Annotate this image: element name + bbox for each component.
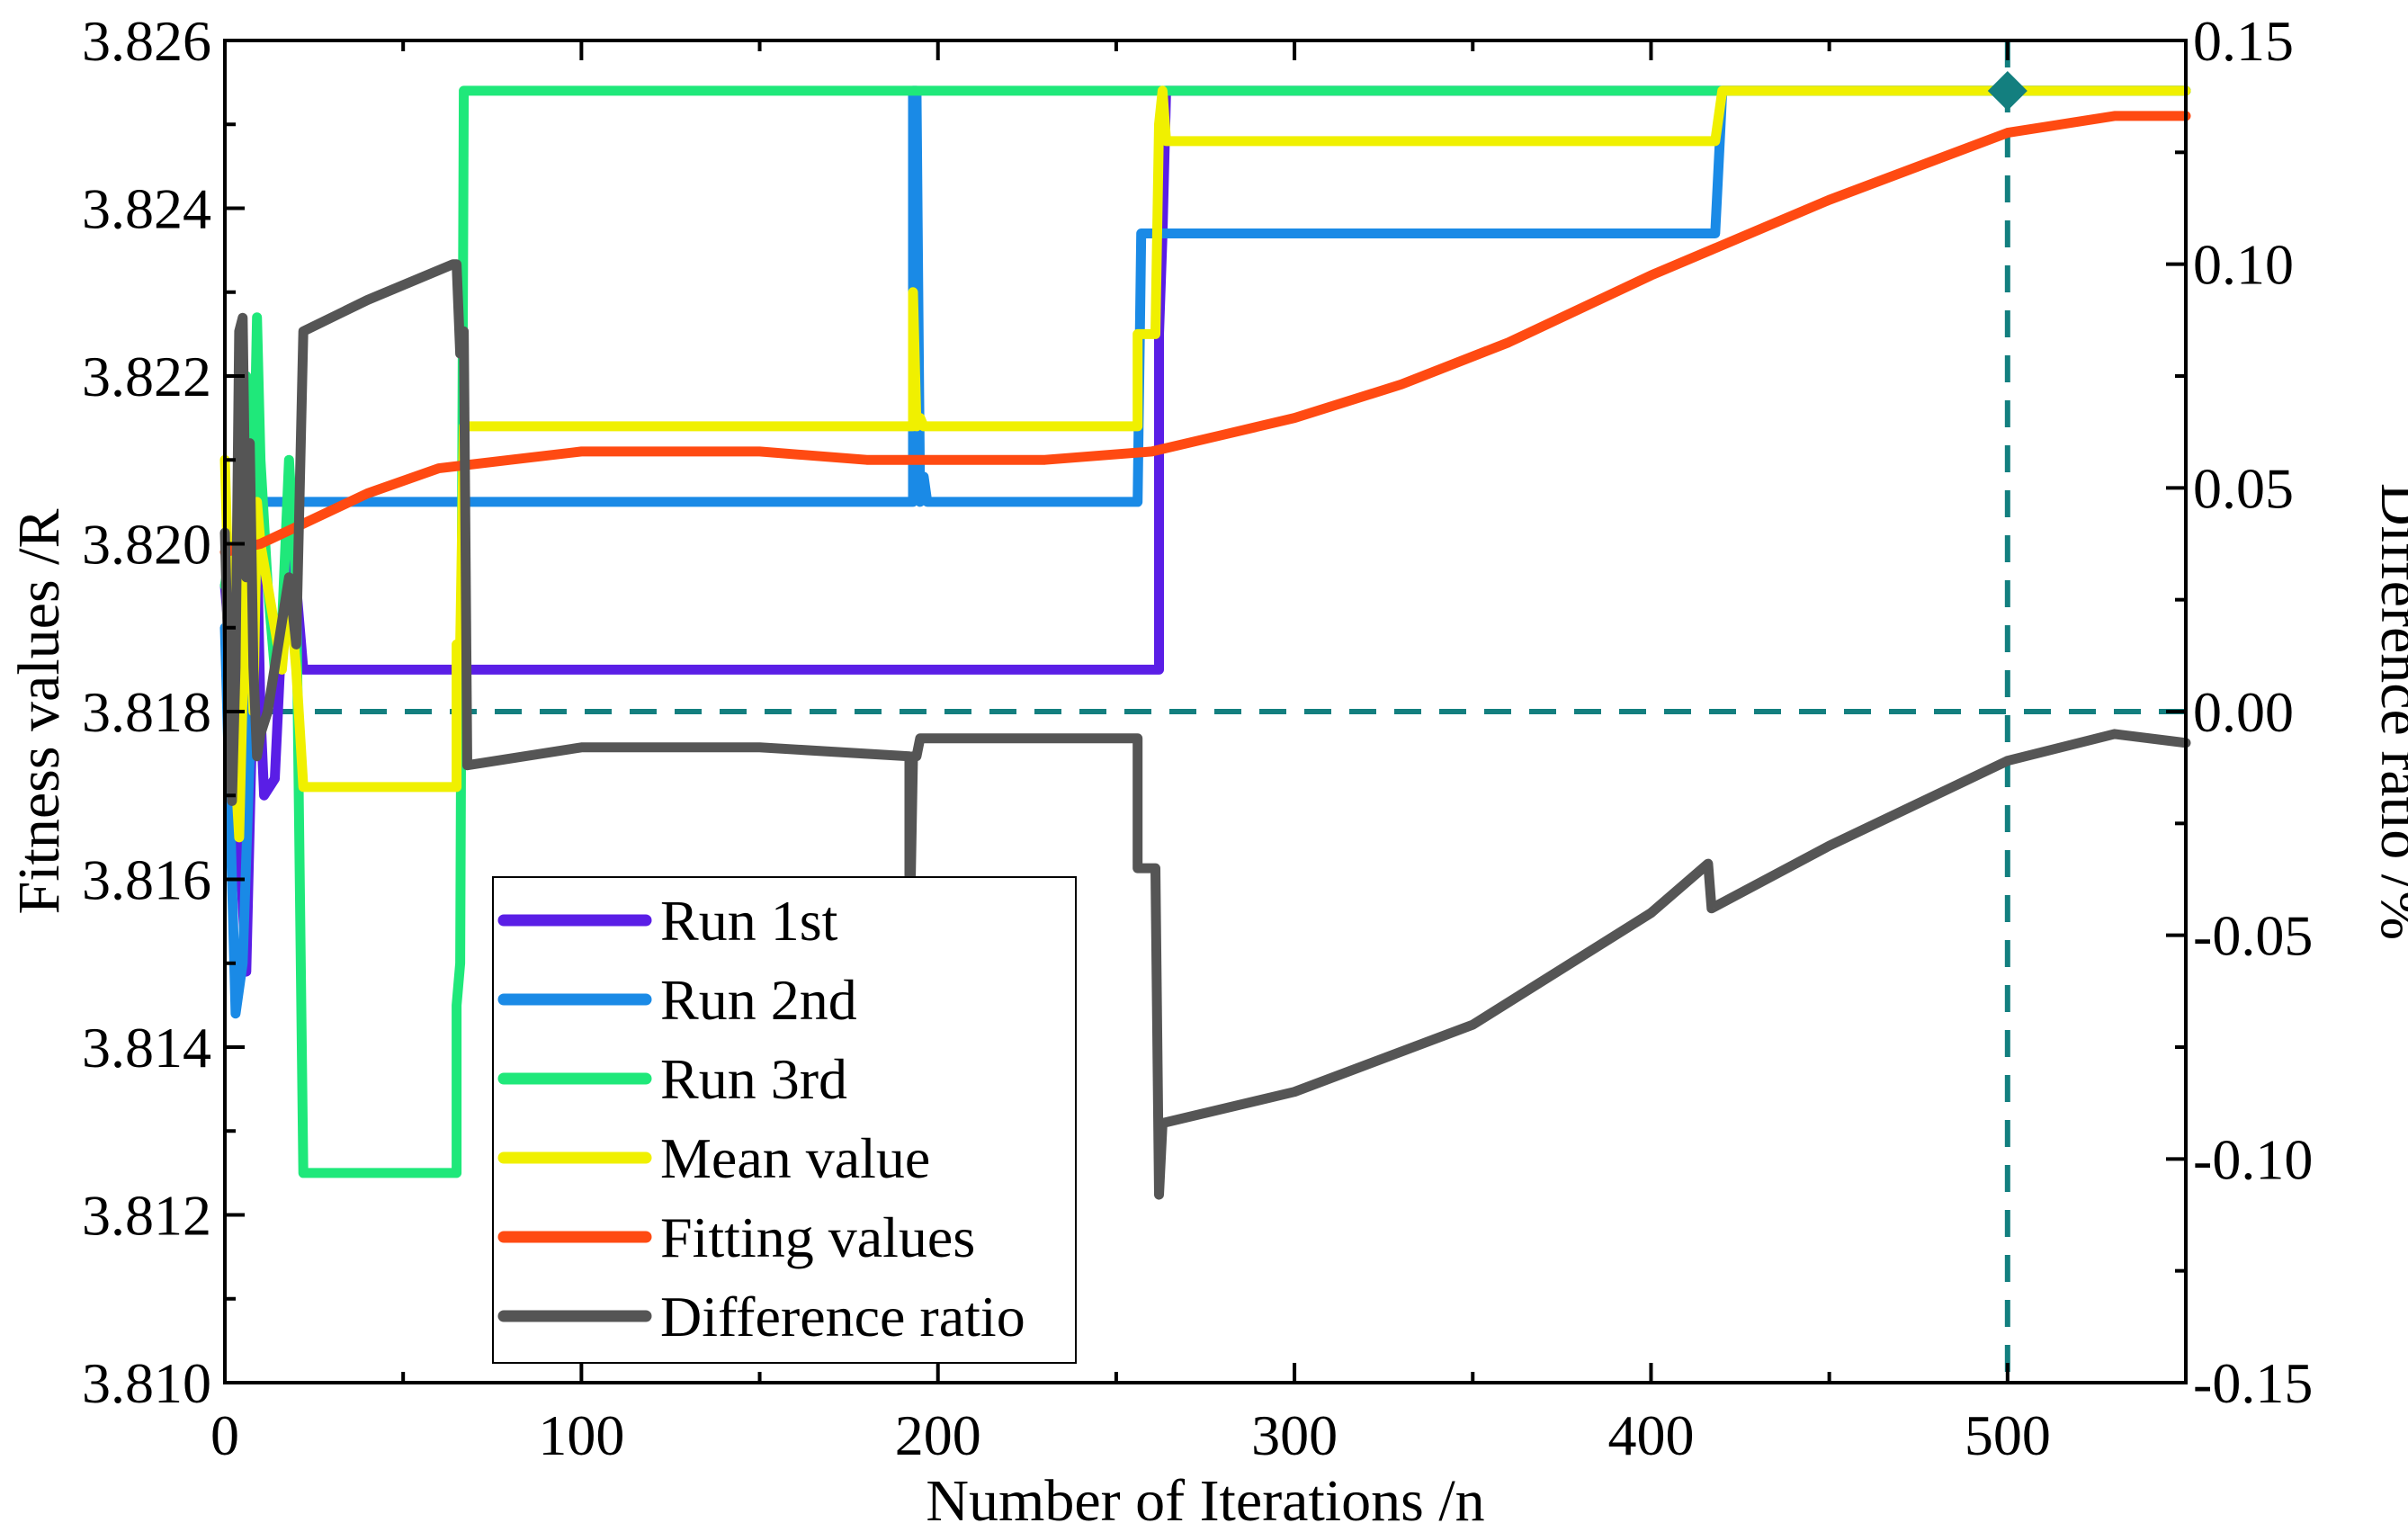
legend-label: Difference ratio: [660, 1285, 1025, 1348]
legend-label: Run 1st: [660, 889, 838, 953]
y-tick-label: 3.812: [82, 1184, 211, 1248]
series-layer: [219, 85, 2191, 1200]
y-axis-label: Fitness values /R: [6, 508, 72, 914]
series-line-4: [219, 85, 2191, 843]
legend-label: Fitting values: [660, 1205, 975, 1269]
y2-tick-label: 0.10: [2193, 233, 2294, 297]
axes-layer: 0 100 200 300 400 500 3.810 3.812 3.814 3.816 3.81…: [82, 9, 2313, 1467]
legend-label: Run 2nd: [660, 968, 857, 1032]
y-tick-label: 3.816: [82, 848, 211, 912]
y2-tick-label: -0.10: [2193, 1127, 2313, 1191]
y2-tick-label: 0.05: [2193, 456, 2294, 520]
y-tick-label: 3.820: [82, 513, 211, 577]
legend: Run 1st Run 2nd Run 3rd Mean value Fitting v…: [492, 876, 1077, 1364]
y-tick-label: 3.814: [82, 1016, 211, 1080]
series-line-6: [219, 259, 2191, 1200]
series-line-5: [219, 111, 2191, 558]
y-tick-label: 3.810: [82, 1351, 211, 1415]
diamond-marker: [1987, 70, 2028, 111]
marker-layer: [1987, 70, 2028, 111]
x-tick-label: 100: [538, 1403, 624, 1467]
x-tick-label: 300: [1251, 1403, 1338, 1467]
legend-box: [492, 876, 1077, 1364]
legend-label: Run 3rd: [660, 1047, 847, 1111]
x-tick-label: 200: [895, 1403, 981, 1467]
y-tick-label: 3.818: [82, 680, 211, 744]
y2-tick-label: -0.05: [2193, 904, 2313, 968]
y-tick-label: 3.824: [82, 177, 211, 241]
y-tick-label: 3.826: [82, 9, 211, 73]
x-tick-label: 0: [210, 1403, 239, 1467]
reference-lines: [225, 40, 2186, 1383]
y2-axis-label: Difference ratio /%: [2368, 483, 2408, 940]
x-tick-label: 400: [1607, 1403, 1694, 1467]
y2-tick-label: 0.00: [2193, 680, 2294, 744]
x-axis-label: Number of Iterations /n: [926, 1468, 1484, 1532]
y2-tick-label: -0.15: [2193, 1351, 2313, 1415]
legend-label: Mean value: [660, 1126, 930, 1190]
y-tick-label: 3.822: [82, 345, 211, 408]
y2-tick-label: 0.15: [2193, 9, 2294, 73]
x-tick-label: 500: [1965, 1403, 2051, 1467]
